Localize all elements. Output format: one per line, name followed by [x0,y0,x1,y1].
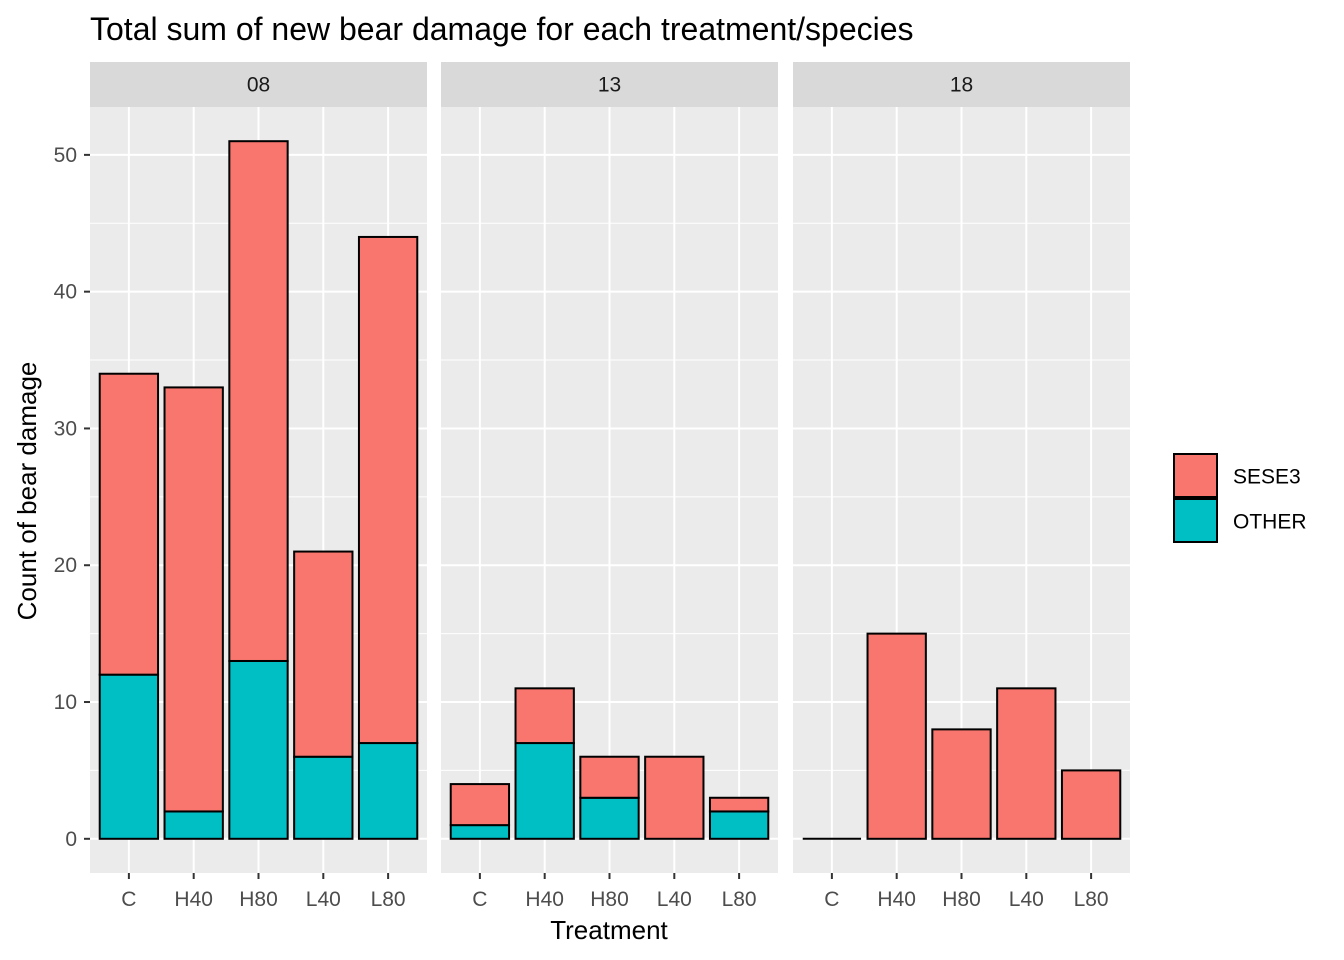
bar-sese3-H40 [866,632,927,840]
bar-other-H40 [163,810,224,840]
bar-other-C [449,824,511,840]
x-tick-label: C [824,888,839,911]
x-tick-label: H40 [174,888,213,911]
bar-sese3-H80 [579,755,640,799]
x-tick-label: H40 [877,888,916,911]
bar-other-H80 [228,659,289,840]
bar-sese3-H40 [163,386,224,813]
facet-panel-13: 13 C H40 H80 L40 L80 [441,62,778,911]
bar-sese3-L80 [1060,769,1122,840]
y-tick-label: 30 [54,417,77,440]
y-tick-label: 10 [54,691,77,714]
facet-panels: 08 C H40 H80 L40 L80 13 C H40 H80 L40 L80 18 C H40 H80 L… [90,62,1130,911]
facet-panel-18: 18 C H40 H80 L40 L80 [793,62,1130,911]
bar-sese3-L80 [357,235,419,745]
x-tick-label: L40 [306,888,341,911]
bar-sese3-C [98,372,160,676]
x-tick-label: L80 [371,888,406,911]
x-tick-label: C [121,888,136,911]
x-tick-label: H80 [239,888,278,911]
y-tick-label: 0 [65,828,77,851]
bar-sese3-H80 [931,728,992,840]
x-tick-label: L40 [657,888,692,911]
legend-label: SESE3 [1233,466,1301,489]
x-tick-label: C [472,888,487,911]
bar-other-L80 [357,742,419,840]
bar-sese3-H80 [228,140,289,662]
y-tick-label: 40 [54,281,77,304]
x-tick-label: H80 [590,888,629,911]
x-axis-title: Treatment [550,915,668,945]
x-tick-label: L80 [722,888,757,911]
bar-sese3-L40 [644,755,705,840]
facet-panel-08: 08 C H40 H80 L40 L80 [90,62,427,911]
x-tick-label: L40 [1009,888,1044,911]
facet-strip-label: 08 [247,74,270,97]
y-tick-label: 50 [54,144,77,167]
bar-other-L40 [293,755,354,840]
x-tick-label: H40 [525,888,564,911]
facet-strip-label: 18 [950,74,973,97]
bar-sese3-L40 [293,550,354,758]
legend-label: OTHER [1233,511,1307,534]
y-axis-title: Count of bear damage [12,362,42,621]
bar-other-C [98,673,160,840]
facet-strip-label: 13 [598,74,621,97]
x-tick-label: L80 [1074,888,1109,911]
x-tick-label: H80 [942,888,981,911]
y-tick-label: 20 [54,554,77,577]
facet-strip [441,62,778,107]
legend-key-other [1173,498,1218,543]
legend: SESE3 OTHER [1173,453,1307,543]
bar-other-L80 [708,810,770,840]
facet-strip [793,62,1130,107]
bar-sese3-L80 [708,796,770,813]
facet-strip [90,62,427,107]
y-axis: 0 10 20 30 40 50 [54,144,90,851]
bar-other-H80 [579,796,640,840]
legend-key-sese3 [1173,453,1218,498]
chart-title: Total sum of new bear damage for each tr… [90,11,914,47]
bar-sese3-H40 [514,687,575,745]
bar-other-H40 [514,742,575,840]
bar-sese3-C [449,783,511,827]
bar-sese3-L40 [996,687,1057,840]
